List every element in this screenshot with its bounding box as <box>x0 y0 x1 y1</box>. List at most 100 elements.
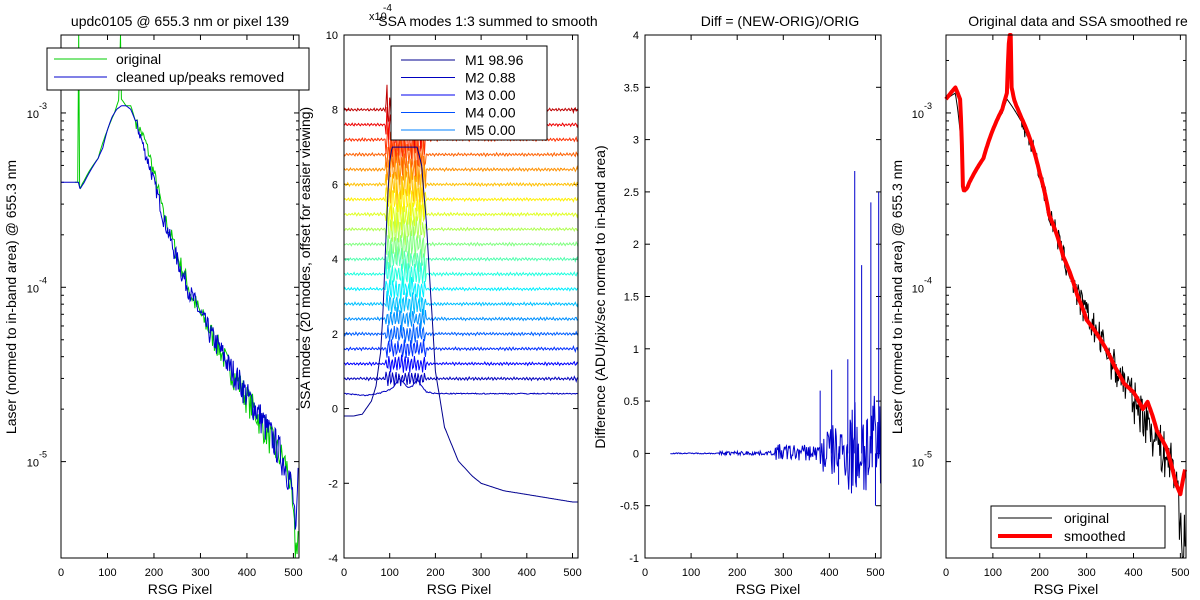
y-tick-label: 3 <box>633 135 639 147</box>
x-tick-label: 500 <box>563 567 581 579</box>
panel-2-y-multiplier-exp: -4 <box>383 3 392 14</box>
diff-line <box>670 395 881 494</box>
x-tick-label: 200 <box>728 567 746 579</box>
panel-3-title: Diff = (NEW-ORIG)/ORIG <box>701 13 860 29</box>
x-tick-label: 500 <box>284 567 302 579</box>
ssa-mode-line <box>343 339 579 359</box>
x-tick-label: 100 <box>98 567 116 579</box>
y-tick-label: 2.5 <box>624 187 639 199</box>
ssa-mode-line <box>343 244 579 277</box>
y-tick-mantissa: 10 <box>912 109 924 121</box>
x-tick-label: 100 <box>984 567 1002 579</box>
y-tick-mantissa: 10 <box>27 109 39 121</box>
y-tick-label: -1 <box>629 553 639 565</box>
ssa-mode-line <box>343 323 579 344</box>
y-tick-label: -2 <box>328 478 338 490</box>
panel-4-series <box>944 33 1188 559</box>
x-tick-label: 400 <box>1124 567 1142 579</box>
panel-1: updc0105 @ 655.3 nm or pixel 139 RSG Pix… <box>3 13 310 597</box>
y-tick-exponent: -5 <box>39 450 47 460</box>
panel-4-legend: original smoothed <box>990 505 1166 549</box>
legend-label-mode: M5 0.00 <box>465 122 516 138</box>
legend-label-mode: M1 98.96 <box>465 52 524 68</box>
y-tick-label: 2 <box>633 239 639 251</box>
panel-4-xlabel: RSG Pixel <box>1034 581 1099 597</box>
ssa-mode-line <box>343 258 579 290</box>
panel-2-series <box>343 83 579 503</box>
y-tick-exponent: -4 <box>924 275 932 285</box>
y-tick-label: 0 <box>633 448 639 460</box>
panel-3-series <box>670 170 882 506</box>
panel-4-legend-box <box>990 505 1166 549</box>
panel-4-ylabel: Laser (normed to in-band area) @ 655.3 n… <box>889 160 905 434</box>
panel-2-ylabel: SSA modes (20 modes, offset for easier v… <box>297 107 313 409</box>
x-tick-label: 500 <box>1171 567 1189 579</box>
x-tick-label: 300 <box>472 567 490 579</box>
x-tick-label: 400 <box>518 567 536 579</box>
x-tick-label: 0 <box>943 567 949 579</box>
x-tick-label: 400 <box>238 567 256 579</box>
panel-2-xlabel: RSG Pixel <box>427 581 492 597</box>
ssa-mode-line <box>343 193 579 233</box>
panel-1-frame <box>60 34 300 559</box>
ssa-mode-line <box>343 371 579 387</box>
x-tick-label: 400 <box>820 567 838 579</box>
ssa-mode-line <box>343 178 579 220</box>
panel-4-frame <box>945 34 1187 559</box>
x-tick-label: 0 <box>341 567 347 579</box>
y-tick-label: 1 <box>633 344 639 356</box>
y-tick-label: -0.5 <box>620 501 639 513</box>
legend-label-original-4: original <box>1064 510 1109 526</box>
y-tick-exponent: -3 <box>924 101 932 111</box>
legend-label-smoothed: smoothed <box>1064 528 1125 544</box>
series-line <box>61 105 299 530</box>
panel-1-title: updc0105 @ 655.3 nm or pixel 139 <box>71 13 289 29</box>
panel-3-ylabel: Difference (ADU/pix/sec normed to in-ban… <box>592 145 608 448</box>
y-tick-label: 10 <box>326 30 338 42</box>
panel-3-frame <box>644 34 882 559</box>
y-tick-label: 3.5 <box>624 82 639 94</box>
y-tick-label: 2 <box>332 329 338 341</box>
y-tick-mantissa: 10 <box>912 458 924 470</box>
ssa-mode-line <box>343 163 579 205</box>
panel-2-y-multiplier: x10 <box>369 11 387 23</box>
x-tick-label: 200 <box>426 567 444 579</box>
ssa-mode-line <box>343 226 579 263</box>
panel-1-xlabel: RSG Pixel <box>148 581 213 597</box>
x-tick-label: 0 <box>642 567 648 579</box>
y-tick-label: 0.5 <box>624 396 639 408</box>
y-tick-label: 6 <box>332 179 338 191</box>
panel-1-legend: original cleaned up/peaks removed <box>46 47 310 91</box>
panel-4: Original data and SSA smoothed re RSG Pi… <box>889 13 1190 597</box>
panel-4-title: Original data and SSA smoothed re <box>968 13 1188 29</box>
series-line-smoothed <box>944 33 1188 497</box>
ssa-mode-line <box>343 210 579 246</box>
x-tick-label: 200 <box>1031 567 1049 579</box>
x-tick-label: 300 <box>191 567 209 579</box>
legend-label-mode: M4 0.00 <box>465 105 516 121</box>
y-tick-mantissa: 10 <box>27 283 39 295</box>
y-tick-label: 0 <box>332 404 338 416</box>
x-tick-label: 100 <box>682 567 700 579</box>
x-tick-label: 300 <box>774 567 792 579</box>
y-tick-label: 8 <box>332 105 338 117</box>
x-tick-label: 0 <box>58 567 64 579</box>
y-tick-label: 4 <box>633 30 639 42</box>
x-tick-label: 100 <box>381 567 399 579</box>
panel-2-ticks: 0 100 200 300 400 500 -4 -2 0 2 4 6 8 10 <box>326 30 582 579</box>
y-tick-label: -4 <box>328 553 338 565</box>
legend-label-mode: M2 0.88 <box>465 70 516 86</box>
y-tick-label: 4 <box>332 254 338 266</box>
panel-1-legend-box <box>46 47 310 91</box>
y-tick-exponent: -3 <box>39 101 47 111</box>
ssa-mode-line <box>343 276 579 304</box>
panel-3: Diff = (NEW-ORIG)/ORIG RSG Pixel Differe… <box>592 13 885 597</box>
y-tick-exponent: -4 <box>39 275 47 285</box>
y-tick-exponent: -5 <box>924 450 932 460</box>
panel-2-frame <box>343 34 579 559</box>
